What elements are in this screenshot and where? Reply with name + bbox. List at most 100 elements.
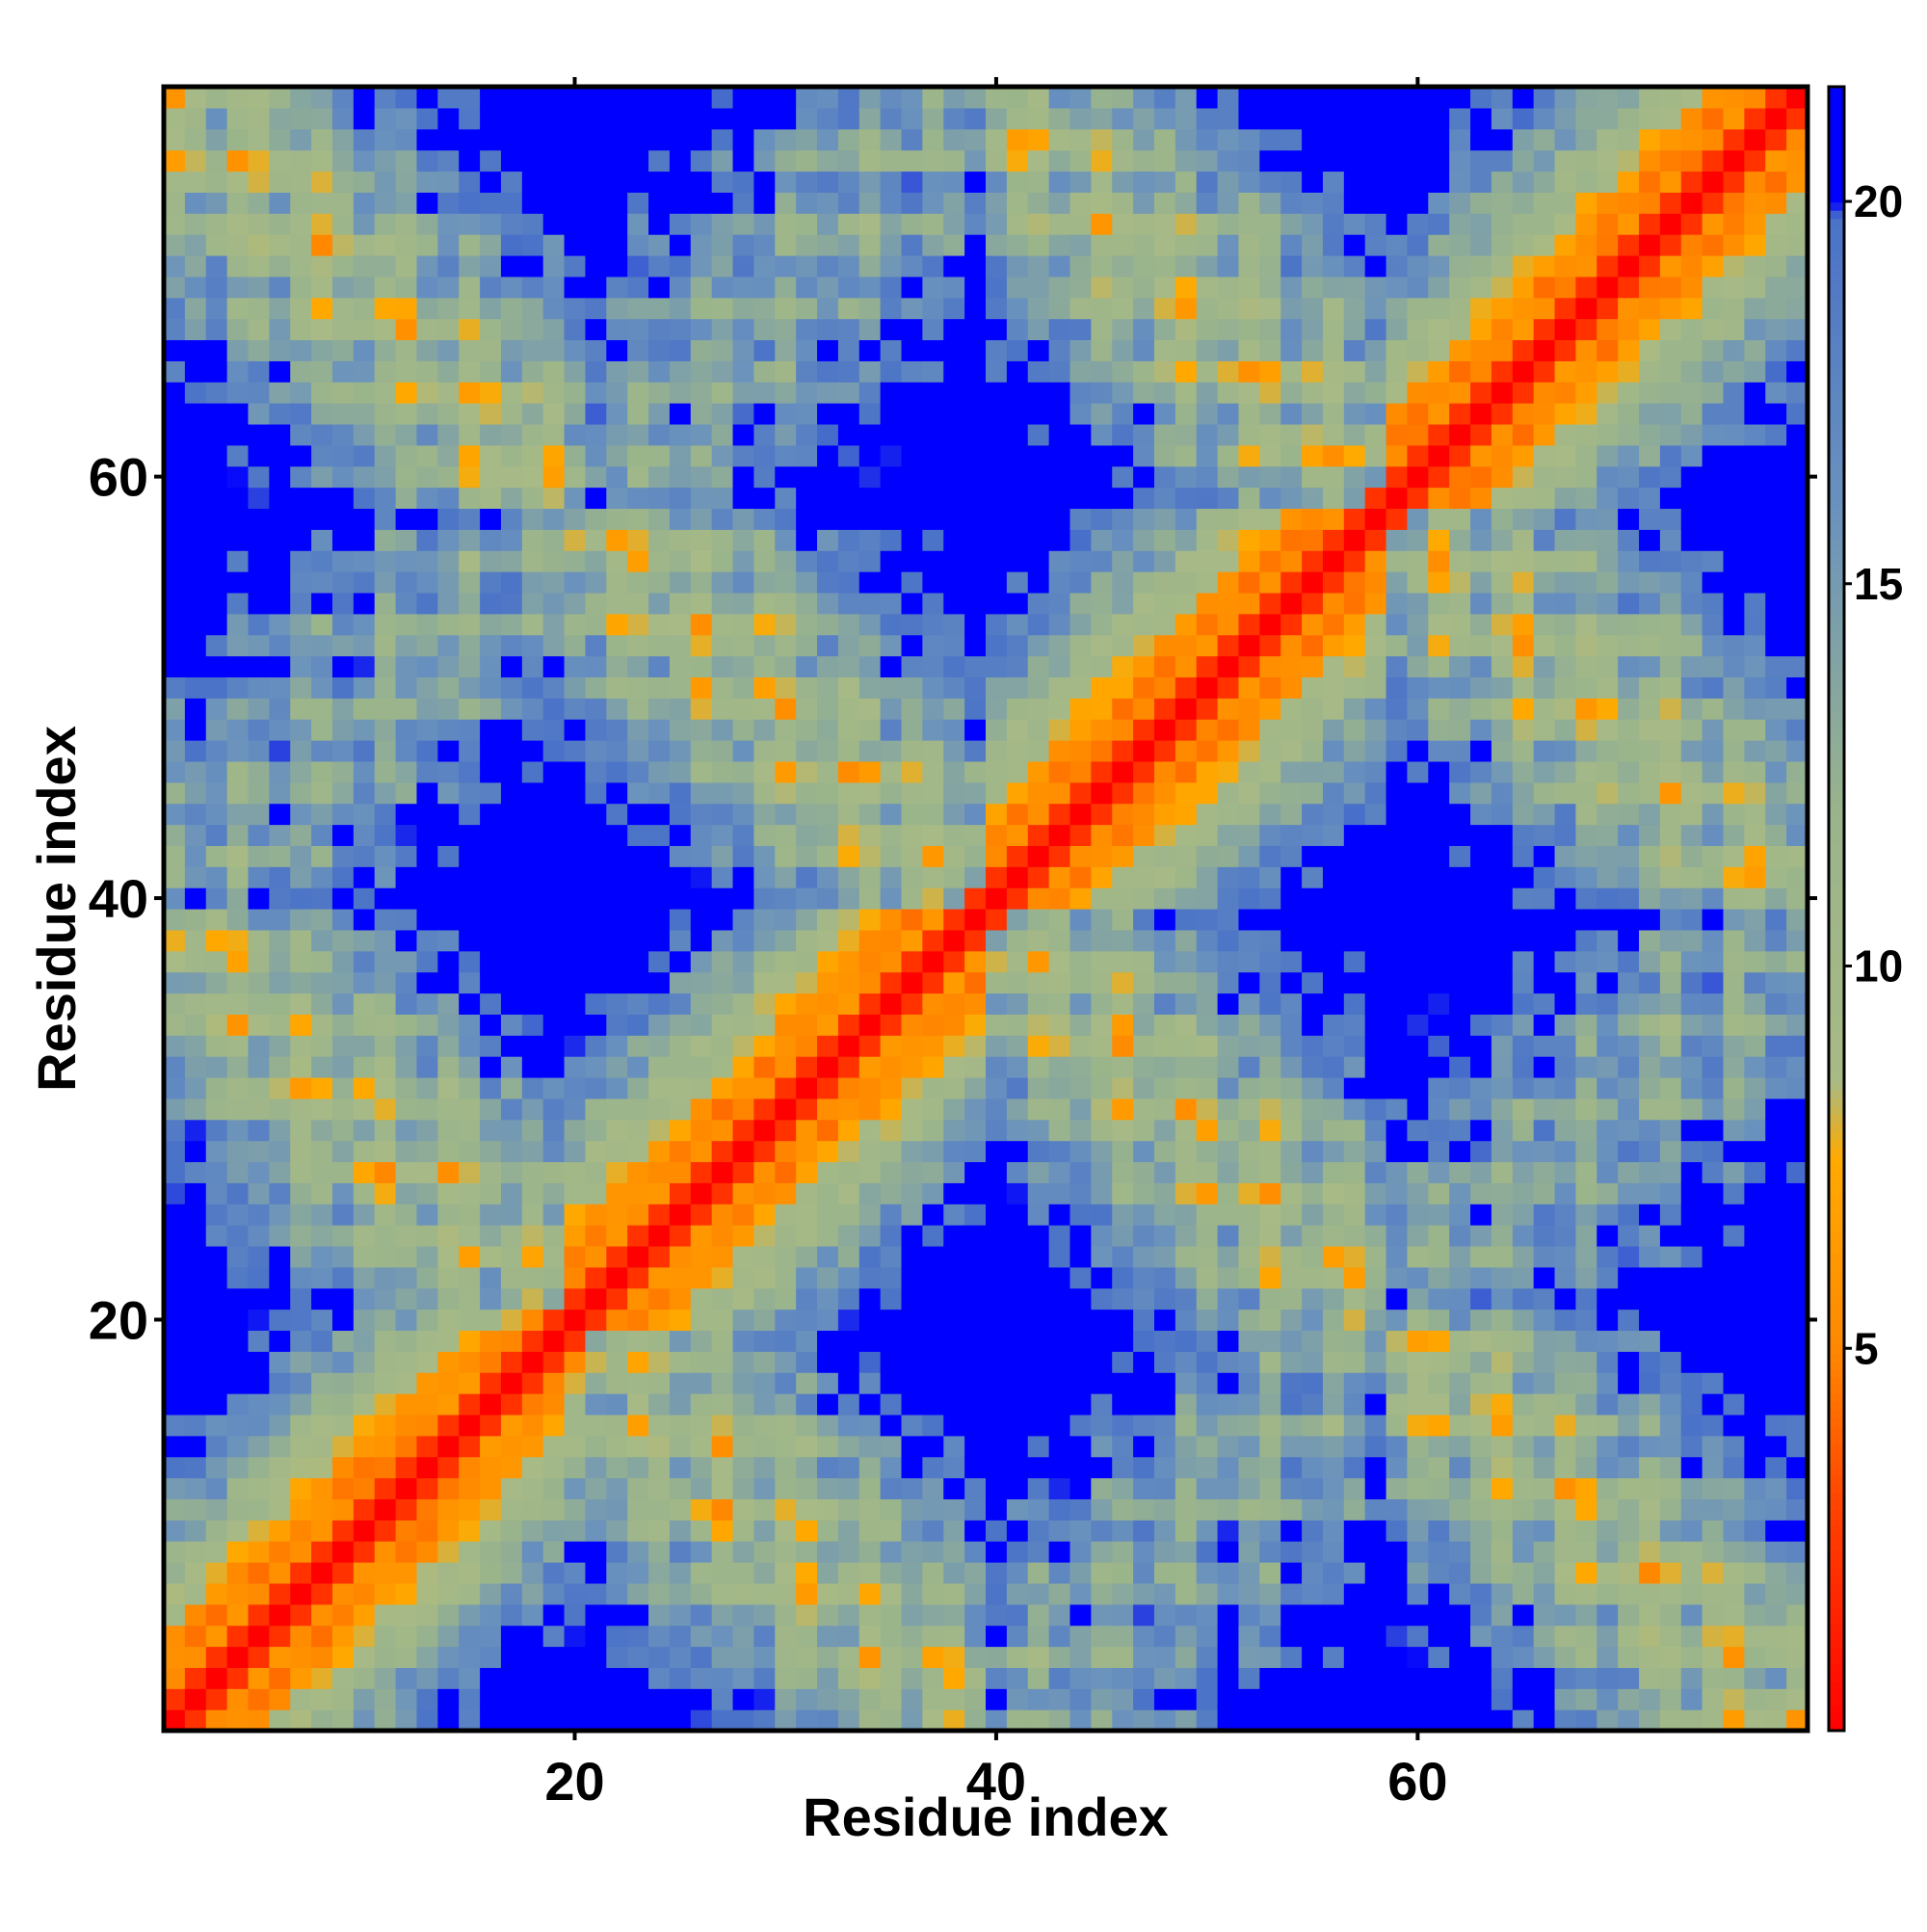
heatmap-cell	[1238, 487, 1260, 510]
heatmap-cell	[858, 339, 882, 361]
heatmap-cell	[880, 950, 903, 973]
heatmap-cell	[374, 781, 397, 805]
heatmap-cell	[1048, 1119, 1071, 1142]
heatmap-cell	[1280, 403, 1303, 425]
heatmap-cell	[1470, 318, 1492, 341]
heatmap-cell	[1153, 1435, 1176, 1458]
heatmap-cell	[459, 760, 481, 783]
heatmap-cell	[1175, 781, 1198, 805]
heatmap-cell	[184, 254, 207, 278]
heatmap-cell	[1470, 824, 1492, 846]
heatmap-cell	[1091, 1414, 1113, 1437]
heatmap-cell	[1006, 1477, 1029, 1500]
heatmap-cell	[922, 1098, 944, 1121]
heatmap-cell	[437, 1076, 460, 1099]
heatmap-cell	[1302, 1498, 1324, 1521]
heatmap-cell	[753, 529, 776, 551]
heatmap-cell	[943, 529, 965, 551]
heatmap-cell	[1449, 1372, 1471, 1394]
heatmap-cell	[711, 824, 734, 846]
heatmap-cell	[311, 1667, 333, 1689]
heatmap-cell	[416, 760, 438, 783]
heatmap-cell	[1407, 698, 1429, 720]
heatmap-cell	[986, 107, 1008, 130]
heatmap-cell	[858, 909, 882, 931]
heatmap-cell	[1027, 550, 1050, 572]
heatmap-cell	[331, 487, 355, 510]
heatmap-cell	[1302, 1161, 1324, 1183]
heatmap-cell	[796, 1098, 818, 1121]
heatmap-cell	[1428, 887, 1450, 910]
heatmap-cell	[1217, 318, 1240, 341]
heatmap-cell	[416, 571, 438, 594]
heatmap-cell	[1091, 1140, 1113, 1163]
heatmap-cell	[500, 719, 523, 741]
heatmap-cell	[564, 909, 587, 931]
heatmap-cell	[627, 1625, 649, 1648]
heatmap-cell	[1280, 781, 1303, 805]
heatmap-cell	[1238, 382, 1260, 404]
heatmap-cell	[1322, 1477, 1345, 1500]
heatmap-cell	[1091, 1603, 1113, 1627]
heatmap-cell	[901, 613, 923, 636]
heatmap-cell	[1470, 1309, 1492, 1332]
heatmap-cell	[416, 592, 438, 615]
heatmap-cell	[1491, 1056, 1514, 1078]
heatmap-cell	[164, 1667, 186, 1689]
heatmap-cell	[1428, 1603, 1450, 1627]
heatmap-cell	[690, 1225, 713, 1247]
heatmap-cell	[1196, 1161, 1219, 1183]
heatmap-cell	[1491, 1667, 1514, 1689]
heatmap-cell	[986, 592, 1008, 615]
heatmap-cell	[943, 803, 965, 826]
heatmap-cell	[459, 508, 481, 530]
heatmap-cell	[1343, 1245, 1366, 1268]
heatmap-cell	[1091, 698, 1113, 720]
heatmap-cell	[437, 87, 460, 109]
heatmap-cell	[1491, 845, 1514, 867]
heatmap-cell	[311, 234, 333, 256]
heatmap-cell	[943, 613, 965, 636]
heatmap-cell	[1364, 1498, 1387, 1521]
heatmap-cell	[500, 1625, 523, 1648]
heatmap-cell	[374, 634, 397, 657]
heatmap-cell	[922, 1204, 944, 1226]
heatmap-cell	[858, 1161, 882, 1183]
heatmap-cell	[1238, 613, 1260, 636]
heatmap-cell	[858, 676, 882, 699]
heatmap-cell	[922, 1688, 944, 1710]
heatmap-cell	[1133, 1204, 1155, 1226]
heatmap-cell	[1259, 571, 1281, 594]
heatmap-cell	[1153, 1351, 1176, 1373]
heatmap-cell	[416, 1266, 438, 1289]
heatmap-cell	[1006, 1161, 1029, 1183]
heatmap-cell	[922, 444, 944, 467]
heatmap-cell	[1428, 254, 1450, 278]
heatmap-cell	[311, 339, 333, 361]
heatmap-cell	[1196, 234, 1219, 256]
heatmap-cell	[1048, 1330, 1071, 1352]
heatmap-cell	[564, 1477, 587, 1500]
heatmap-cell	[922, 655, 944, 678]
heatmap-cell	[542, 1076, 566, 1099]
heatmap-cell	[1006, 1035, 1029, 1057]
heatmap-cell	[606, 318, 628, 341]
heatmap-cell	[922, 234, 944, 256]
heatmap-cell	[416, 1562, 438, 1584]
heatmap-cell	[943, 382, 965, 404]
heatmap-cell	[1364, 360, 1387, 383]
heatmap-cell	[564, 1688, 587, 1710]
heatmap-cell	[943, 1414, 965, 1437]
heatmap-cell	[1217, 276, 1240, 299]
heatmap-cell	[964, 676, 987, 699]
heatmap-cell	[1407, 360, 1429, 383]
heatmap-cell	[1091, 1498, 1113, 1521]
heatmap-cell	[164, 613, 186, 636]
heatmap-cell	[542, 487, 566, 510]
heatmap-cell	[732, 950, 755, 973]
heatmap-cell	[521, 128, 544, 151]
heatmap-cell	[395, 866, 418, 888]
heatmap-cell	[395, 1287, 418, 1310]
heatmap-cell	[290, 1330, 312, 1352]
heatmap-cell	[880, 297, 903, 320]
